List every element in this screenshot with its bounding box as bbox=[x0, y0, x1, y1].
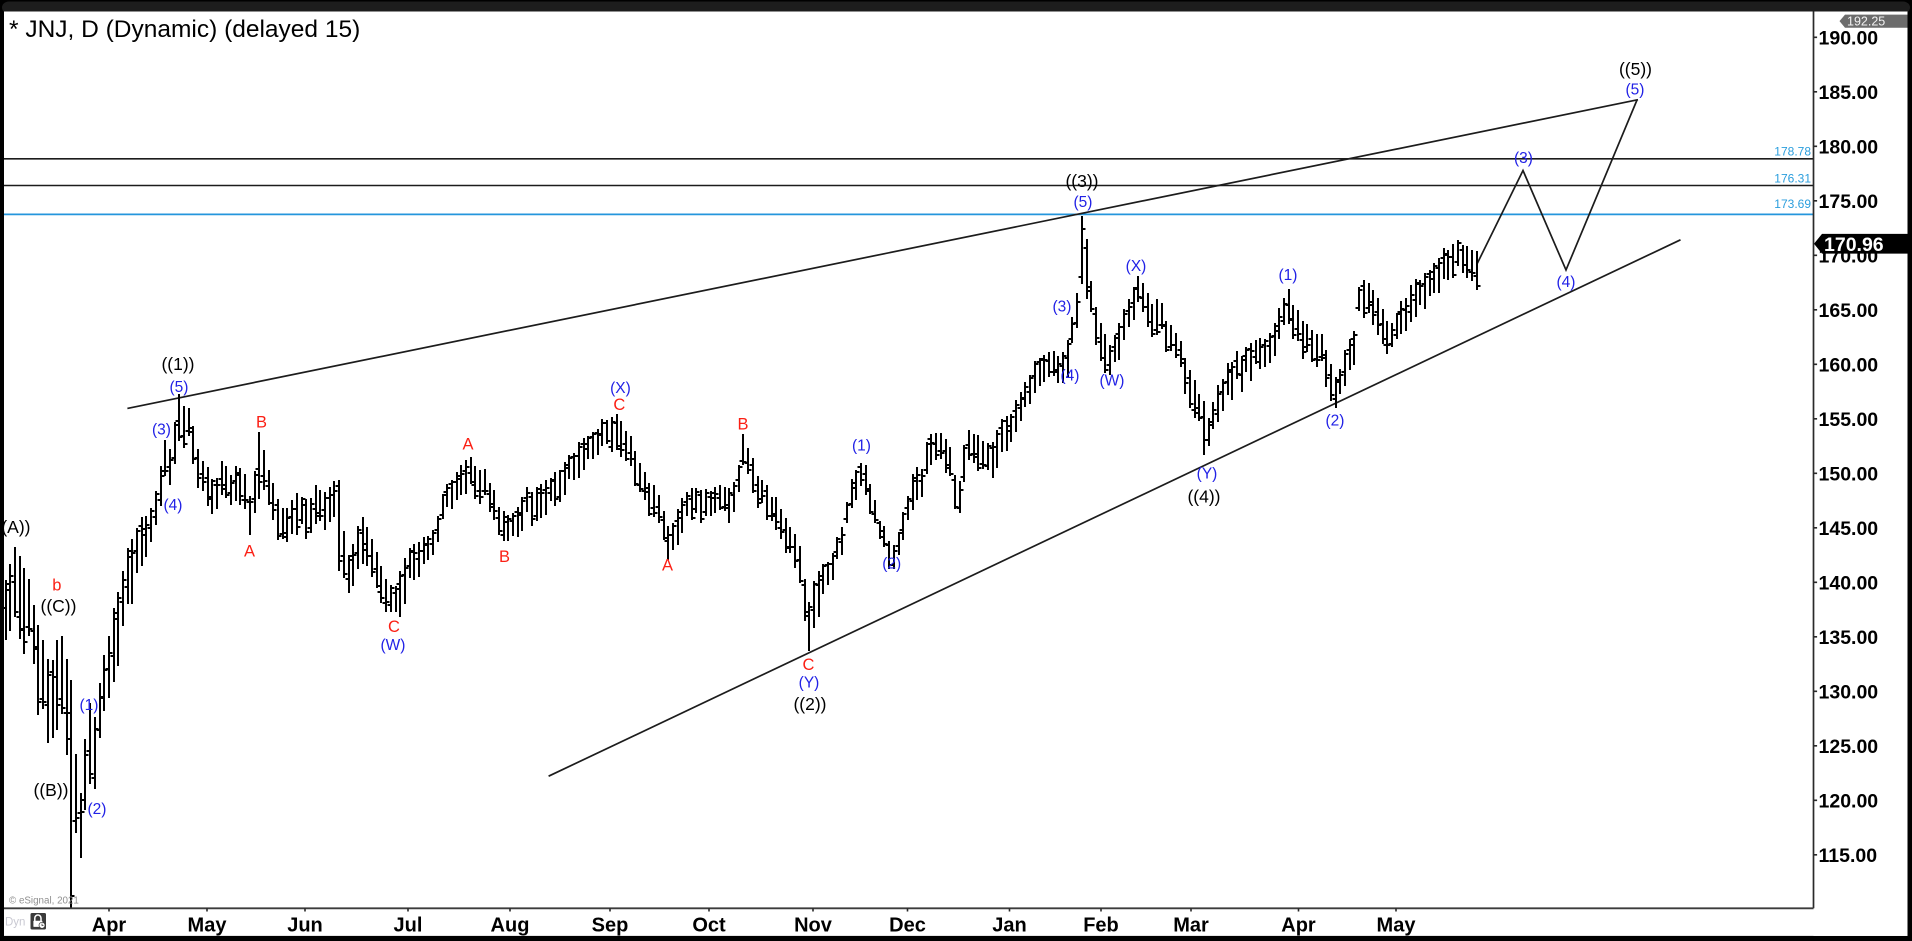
svg-text:(3): (3) bbox=[152, 421, 171, 438]
svg-text:175.00: 175.00 bbox=[1819, 191, 1879, 213]
svg-text:170.96: 170.96 bbox=[1824, 234, 1884, 256]
svg-text:Sep: Sep bbox=[592, 914, 629, 936]
svg-text:Apr: Apr bbox=[1281, 914, 1316, 936]
svg-text:190.00: 190.00 bbox=[1819, 27, 1879, 49]
svg-text:© eSignal, 2021: © eSignal, 2021 bbox=[9, 896, 79, 907]
svg-text:(3): (3) bbox=[1514, 150, 1533, 167]
svg-text:(2): (2) bbox=[882, 555, 901, 572]
svg-text:(5): (5) bbox=[170, 379, 189, 396]
svg-text:A: A bbox=[244, 543, 255, 561]
svg-text:(W): (W) bbox=[381, 637, 406, 654]
svg-text:Jan: Jan bbox=[992, 914, 1026, 936]
svg-text:(2): (2) bbox=[1326, 412, 1345, 429]
svg-text:173.69: 173.69 bbox=[1774, 197, 1811, 211]
svg-text:(1): (1) bbox=[852, 437, 871, 454]
svg-text:(X): (X) bbox=[610, 380, 631, 397]
svg-text:B: B bbox=[737, 416, 748, 434]
svg-text:Dec: Dec bbox=[889, 914, 926, 936]
svg-text:(1): (1) bbox=[80, 697, 99, 714]
svg-text:(W): (W) bbox=[1100, 372, 1125, 389]
svg-text:B: B bbox=[256, 414, 267, 432]
svg-text:((4)): ((4)) bbox=[1187, 486, 1220, 506]
svg-text:((B)): ((B)) bbox=[34, 780, 69, 800]
svg-text:Jun: Jun bbox=[287, 914, 323, 936]
svg-text:Apr: Apr bbox=[92, 914, 127, 936]
svg-text:(Y): (Y) bbox=[1197, 465, 1218, 482]
svg-text:140.00: 140.00 bbox=[1819, 572, 1879, 594]
svg-text:((A)): ((A)) bbox=[0, 517, 30, 537]
svg-text:* JNJ, D (Dynamic) (delayed 15: * JNJ, D (Dynamic) (delayed 15) bbox=[9, 16, 360, 43]
svg-text:155.00: 155.00 bbox=[1819, 409, 1879, 431]
svg-text:((3)): ((3)) bbox=[1065, 171, 1098, 191]
svg-text:Oct: Oct bbox=[692, 914, 726, 936]
svg-text:Dyn: Dyn bbox=[5, 917, 25, 929]
svg-text:115.00: 115.00 bbox=[1819, 845, 1878, 867]
svg-text:(Y): (Y) bbox=[799, 674, 820, 691]
svg-text:(5): (5) bbox=[1074, 194, 1093, 211]
svg-text:(X): (X) bbox=[1126, 258, 1147, 275]
svg-text:145.00: 145.00 bbox=[1819, 518, 1879, 540]
svg-text:(4): (4) bbox=[1557, 274, 1576, 291]
svg-text:165.00: 165.00 bbox=[1819, 300, 1879, 322]
svg-text:(2): (2) bbox=[88, 801, 107, 818]
svg-text:b: b bbox=[52, 577, 61, 595]
svg-text:(4): (4) bbox=[164, 497, 183, 514]
svg-text:Aug: Aug bbox=[491, 914, 530, 936]
svg-text:Jul: Jul bbox=[394, 914, 423, 936]
svg-text:C: C bbox=[803, 656, 815, 674]
svg-text:135.00: 135.00 bbox=[1819, 627, 1879, 649]
svg-text:(4): (4) bbox=[1061, 367, 1080, 384]
svg-text:125.00: 125.00 bbox=[1819, 736, 1879, 758]
svg-text:160.00: 160.00 bbox=[1819, 354, 1879, 376]
svg-text:(1): (1) bbox=[1279, 267, 1298, 284]
svg-text:May: May bbox=[188, 914, 228, 936]
svg-text:((2)): ((2)) bbox=[793, 694, 826, 714]
svg-text:A: A bbox=[662, 557, 673, 575]
svg-text:130.00: 130.00 bbox=[1819, 681, 1879, 703]
svg-text:B: B bbox=[499, 548, 510, 566]
svg-text:192.25: 192.25 bbox=[1847, 15, 1885, 29]
svg-text:Feb: Feb bbox=[1083, 914, 1119, 936]
svg-text:A: A bbox=[462, 436, 473, 454]
svg-text:((1)): ((1)) bbox=[161, 354, 194, 374]
svg-text:185.00: 185.00 bbox=[1819, 82, 1879, 104]
svg-text:120.00: 120.00 bbox=[1819, 790, 1879, 812]
svg-text:C: C bbox=[613, 396, 625, 414]
svg-text:(3): (3) bbox=[1053, 298, 1072, 315]
svg-text:Mar: Mar bbox=[1173, 914, 1209, 936]
svg-text:180.00: 180.00 bbox=[1819, 136, 1879, 158]
svg-text:May: May bbox=[1377, 914, 1417, 936]
svg-text:C: C bbox=[388, 618, 400, 636]
svg-text:Nov: Nov bbox=[794, 914, 833, 936]
svg-text:176.31: 176.31 bbox=[1774, 171, 1811, 185]
svg-text:((5)): ((5)) bbox=[1619, 59, 1652, 79]
svg-text:((C)): ((C)) bbox=[41, 596, 77, 616]
svg-text:(5): (5) bbox=[1626, 81, 1645, 98]
svg-text:178.78: 178.78 bbox=[1774, 144, 1811, 158]
svg-text:150.00: 150.00 bbox=[1819, 463, 1879, 485]
